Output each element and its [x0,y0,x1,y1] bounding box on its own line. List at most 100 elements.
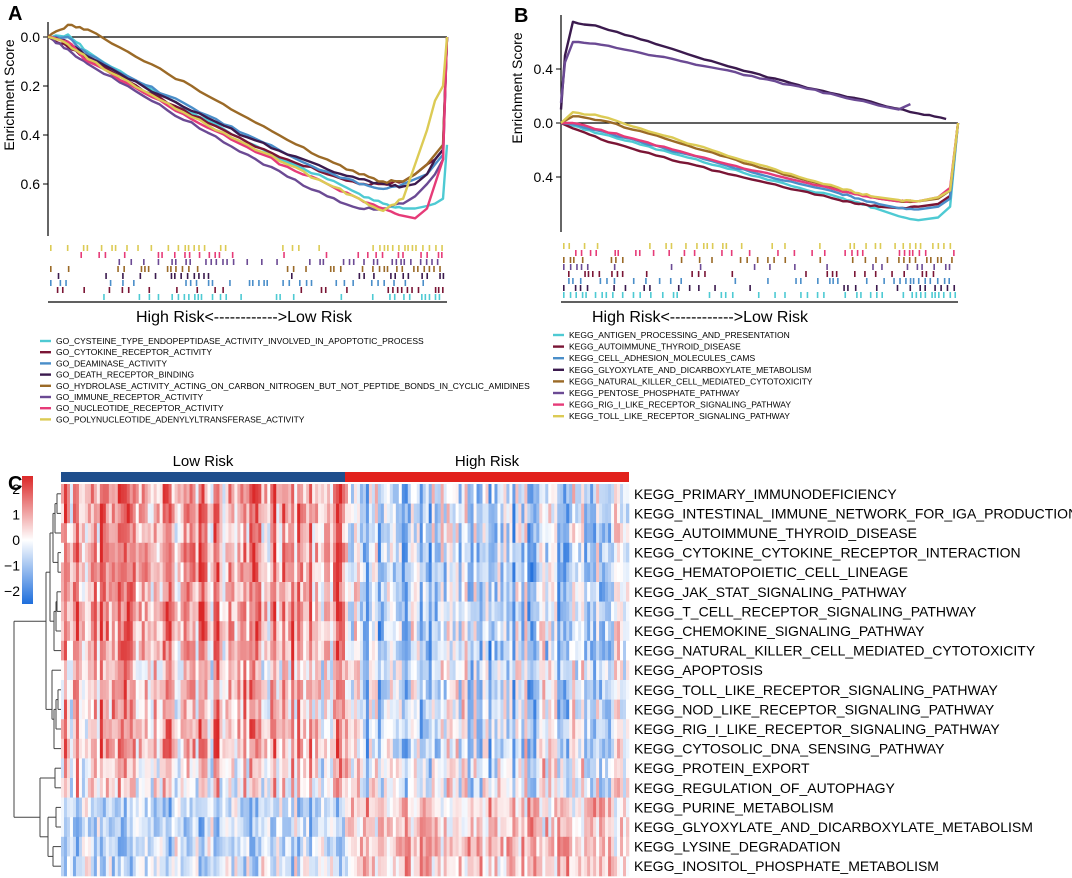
heatmap-cell [339,582,343,602]
panel-b-hit-tick [795,278,797,284]
heatmap-cell [300,856,304,877]
heatmap-cell [491,621,495,642]
heatmap-cell [563,719,567,740]
heatmap-cell [437,582,441,602]
heatmap-cell [608,660,612,681]
heatmap-cell [180,562,184,583]
heatmap-cell [93,562,98,583]
heatmap-cell [129,660,134,681]
heatmap-cell [617,523,621,544]
heatmap-cell [183,562,187,583]
heatmap-cell [300,523,304,544]
heatmap-cell [464,523,468,544]
heatmap-cell [431,503,435,524]
heatmap-cell [345,484,349,504]
heatmap-cell [159,523,163,544]
heatmap-cell [374,856,379,877]
heatmap-cell [599,542,603,563]
heatmap-cell [572,582,576,602]
heatmap-cell [264,640,268,661]
heatmap-cell [339,778,343,798]
heatmap-cell [171,640,175,661]
heatmap-cell [356,503,361,524]
heatmap-cell [261,738,265,759]
panel-b-hit-tick [748,250,751,256]
heatmap-cell [488,699,492,720]
panel-b-hit-tick [924,292,927,298]
panel-a-hit-tick [210,259,213,265]
heatmap-cell [359,738,364,759]
heatmap-cell [605,484,609,504]
heatmap-cell [192,562,196,583]
heatmap-cell [515,660,519,681]
heatmap-cell [303,601,307,622]
heatmap-cell [437,719,441,740]
panel-a-hit-tick [198,252,201,258]
heatmap-cell [105,817,110,838]
heatmap-cell [177,680,181,700]
heatmap-cell [144,719,148,740]
heatmap-cell [539,582,543,602]
heatmap-cell [189,601,193,622]
heatmap-cell [611,856,615,877]
heatmap-cell [602,542,606,563]
panel-a-hit-tick [148,294,151,300]
heatmap-cell [72,601,77,622]
heatmap-cell [61,503,65,524]
heatmap-cell [539,503,543,524]
heatmap-cell [285,699,289,720]
heatmap-cell [138,503,143,524]
heatmap-cell [563,758,567,779]
panel-b-legend-label: KEGG_AUTOIMMUNE_THYROID_DISEASE [569,342,741,352]
heatmap-cell [410,738,415,759]
heatmap-cell [276,582,280,602]
heatmap-cell [611,738,615,759]
panel-b-hit-tick [563,292,565,298]
heatmap-cell [318,523,322,544]
heatmap-cell [312,817,316,838]
heatmap-cell [183,582,187,602]
heatmap-cell [321,523,325,544]
heatmap-cell [557,817,561,838]
heatmap-cell [500,503,504,524]
heatmap-cell [276,680,280,700]
heatmap-cell [84,562,89,583]
heatmap-cell [297,503,301,524]
heatmap-cell [575,817,579,838]
heatmap-cell [261,817,265,838]
heatmap-cell [449,503,453,524]
heatmap-cell [413,582,418,602]
heatmap-cell [189,719,193,740]
heatmap-cell [560,621,564,642]
panel-b-hit-tick [688,285,691,291]
heatmap-cell [318,797,322,818]
heatmap-cell [84,797,89,818]
heatmap-cell [66,778,71,798]
heatmap-cell [356,621,361,642]
heatmap-cell [419,660,424,681]
heatmap-cell [270,660,274,681]
panel-a-hit-tick [397,252,400,258]
panel-a-hit-tick [403,294,405,300]
heatmap-cell [506,640,510,661]
heatmap-cell [476,699,480,720]
heatmap-cell [566,601,570,622]
heatmap-cell [551,542,555,563]
heatmap-cell [84,503,89,524]
heatmap-row-label: KEGG_PURINE_METABOLISM [634,799,834,815]
heatmap-cell [512,523,516,544]
heatmap-cell [321,797,325,818]
panel-a-hit-tick [407,273,410,279]
heatmap-cell [461,797,465,818]
heatmap-cell [446,523,450,544]
heatmap-cell [347,523,352,544]
heatmap-cell [521,719,525,740]
heatmap-cell [620,738,624,759]
heatmap-cell [102,836,107,857]
heatmap-cell [524,817,528,838]
panel-a-hit-tick [324,287,327,293]
heatmap-cell [530,640,534,661]
heatmap-cell [99,523,104,544]
heatmap-cell [494,699,498,720]
heatmap-cell [467,503,471,524]
